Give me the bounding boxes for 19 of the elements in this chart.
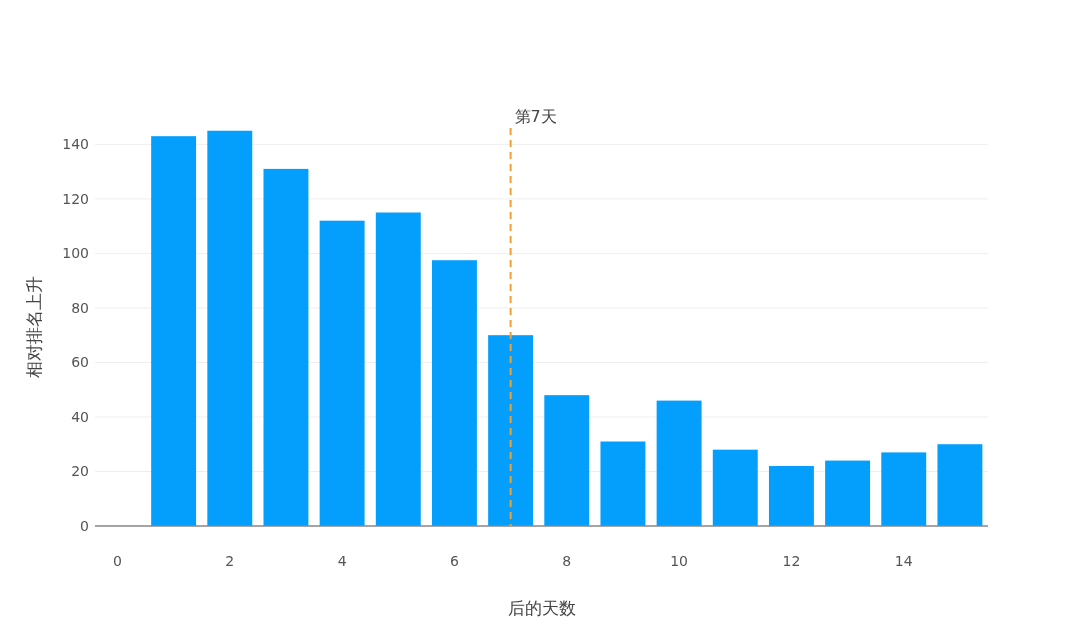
- y-tick-label: 0: [80, 518, 89, 534]
- x-tick-label: 14: [894, 553, 913, 569]
- x-tick-label: 12: [782, 553, 801, 569]
- y-axis-title: 相对排名上升: [24, 276, 44, 378]
- y-tick-label: 120: [62, 190, 89, 207]
- x-axis-title: 后的天数: [507, 598, 576, 618]
- y-tick-label: 100: [62, 245, 89, 262]
- y-tick-label: 40: [71, 408, 89, 425]
- y-tick-label: 140: [62, 136, 89, 153]
- ref-line-label: 第7天: [514, 107, 557, 126]
- x-tick-label: 0: [113, 553, 122, 569]
- x-tick-label: 2: [225, 553, 235, 569]
- y-tick-label: 60: [71, 354, 89, 371]
- y-tick-label: 20: [71, 463, 89, 480]
- x-tick-label: 10: [670, 553, 689, 569]
- x-tick-label: 8: [562, 553, 572, 569]
- y-tick-label: 80: [71, 299, 89, 316]
- x-tick-label: 4: [337, 553, 347, 569]
- x-tick-label: 6: [449, 553, 459, 569]
